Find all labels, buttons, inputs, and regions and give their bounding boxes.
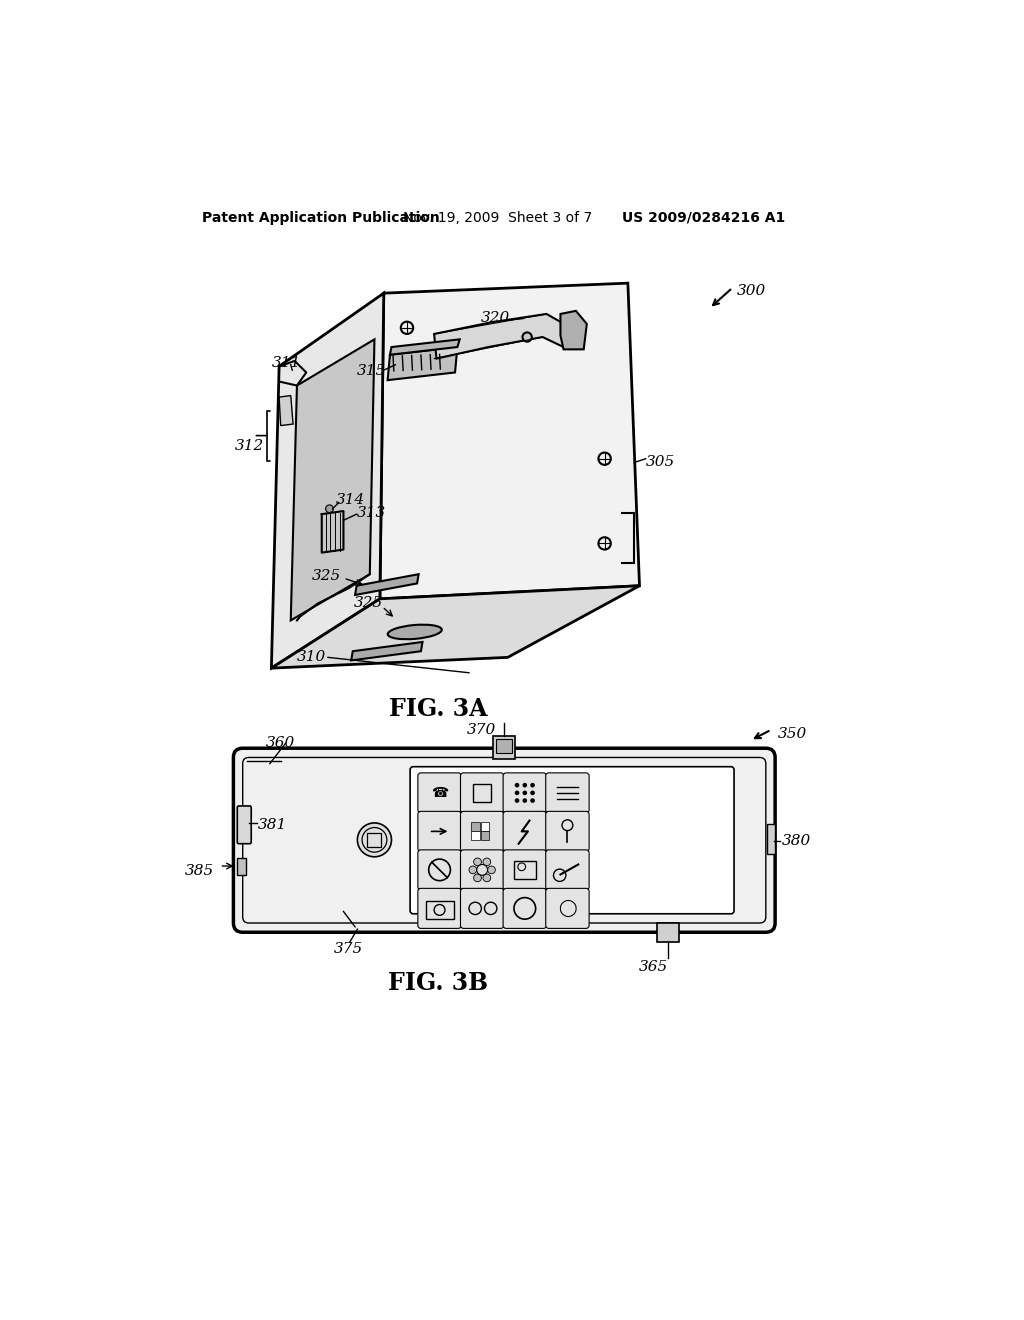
- Text: 365: 365: [639, 960, 668, 974]
- FancyBboxPatch shape: [546, 812, 589, 851]
- Text: 360: 360: [266, 737, 295, 750]
- Text: 385: 385: [184, 863, 214, 878]
- FancyBboxPatch shape: [418, 774, 461, 813]
- Bar: [480, 832, 489, 840]
- Circle shape: [522, 799, 527, 803]
- Circle shape: [477, 865, 487, 875]
- Bar: [426, 900, 454, 919]
- Circle shape: [515, 783, 519, 788]
- Text: 381: 381: [258, 817, 288, 832]
- Circle shape: [522, 791, 527, 795]
- Text: 311: 311: [271, 355, 301, 370]
- Text: US 2009/0284216 A1: US 2009/0284216 A1: [623, 211, 785, 224]
- Text: Nov. 19, 2009  Sheet 3 of 7: Nov. 19, 2009 Sheet 3 of 7: [403, 211, 592, 224]
- FancyBboxPatch shape: [503, 850, 547, 890]
- Text: 315: 315: [356, 364, 386, 378]
- Circle shape: [522, 783, 527, 788]
- Circle shape: [326, 504, 334, 512]
- Circle shape: [487, 866, 496, 874]
- FancyBboxPatch shape: [233, 748, 775, 932]
- Bar: [473, 784, 492, 803]
- Circle shape: [469, 866, 477, 874]
- Circle shape: [515, 799, 519, 803]
- Bar: [514, 861, 536, 879]
- FancyBboxPatch shape: [238, 807, 251, 843]
- FancyBboxPatch shape: [418, 888, 461, 928]
- Text: 370: 370: [467, 723, 496, 737]
- Text: 375: 375: [334, 942, 364, 956]
- Text: 325: 325: [354, 595, 384, 610]
- Text: ◯: ◯: [558, 899, 577, 917]
- Bar: [493, 737, 515, 759]
- Polygon shape: [390, 339, 460, 355]
- Circle shape: [515, 791, 519, 795]
- Circle shape: [483, 874, 490, 882]
- Circle shape: [474, 874, 481, 882]
- Text: ☎: ☎: [431, 785, 449, 800]
- Text: 312: 312: [234, 440, 264, 454]
- Text: FIG. 3A: FIG. 3A: [389, 697, 487, 722]
- FancyBboxPatch shape: [503, 774, 547, 813]
- Circle shape: [530, 799, 535, 803]
- Text: Patent Application Publication: Patent Application Publication: [202, 211, 439, 224]
- Text: 300: 300: [736, 284, 766, 298]
- Polygon shape: [380, 284, 640, 599]
- Bar: [368, 833, 381, 847]
- Polygon shape: [291, 339, 375, 620]
- Text: 380: 380: [781, 834, 811, 847]
- Bar: [471, 832, 480, 840]
- Circle shape: [530, 791, 535, 795]
- FancyBboxPatch shape: [418, 812, 461, 851]
- Polygon shape: [434, 314, 568, 359]
- Polygon shape: [351, 642, 423, 660]
- FancyBboxPatch shape: [503, 812, 547, 851]
- FancyBboxPatch shape: [503, 888, 547, 928]
- Text: FIG. 3B: FIG. 3B: [388, 970, 488, 995]
- FancyBboxPatch shape: [418, 850, 461, 890]
- Bar: [237, 858, 246, 875]
- Text: 325: 325: [311, 569, 341, 583]
- FancyBboxPatch shape: [461, 850, 504, 890]
- FancyBboxPatch shape: [461, 812, 504, 851]
- Bar: [480, 822, 489, 830]
- Bar: [496, 739, 512, 752]
- Polygon shape: [271, 293, 384, 668]
- Text: 313: 313: [356, 507, 386, 520]
- Polygon shape: [271, 586, 640, 668]
- FancyBboxPatch shape: [410, 767, 734, 913]
- Text: 310: 310: [297, 649, 327, 664]
- FancyBboxPatch shape: [546, 888, 589, 928]
- Circle shape: [530, 783, 535, 788]
- Polygon shape: [388, 347, 458, 380]
- Polygon shape: [355, 574, 419, 595]
- Circle shape: [483, 858, 490, 866]
- Text: 320: 320: [480, 312, 510, 325]
- FancyBboxPatch shape: [461, 774, 504, 813]
- Circle shape: [474, 858, 481, 866]
- Bar: [657, 923, 679, 942]
- Ellipse shape: [388, 624, 441, 639]
- FancyBboxPatch shape: [461, 888, 504, 928]
- FancyBboxPatch shape: [546, 774, 589, 813]
- Circle shape: [522, 333, 531, 342]
- Text: 350: 350: [777, 726, 807, 741]
- FancyBboxPatch shape: [546, 850, 589, 890]
- Polygon shape: [560, 312, 587, 350]
- Text: 314: 314: [336, 494, 365, 507]
- Circle shape: [357, 822, 391, 857]
- Text: 305: 305: [646, 455, 675, 469]
- Bar: [767, 825, 775, 854]
- Polygon shape: [280, 396, 293, 425]
- Bar: [471, 822, 480, 830]
